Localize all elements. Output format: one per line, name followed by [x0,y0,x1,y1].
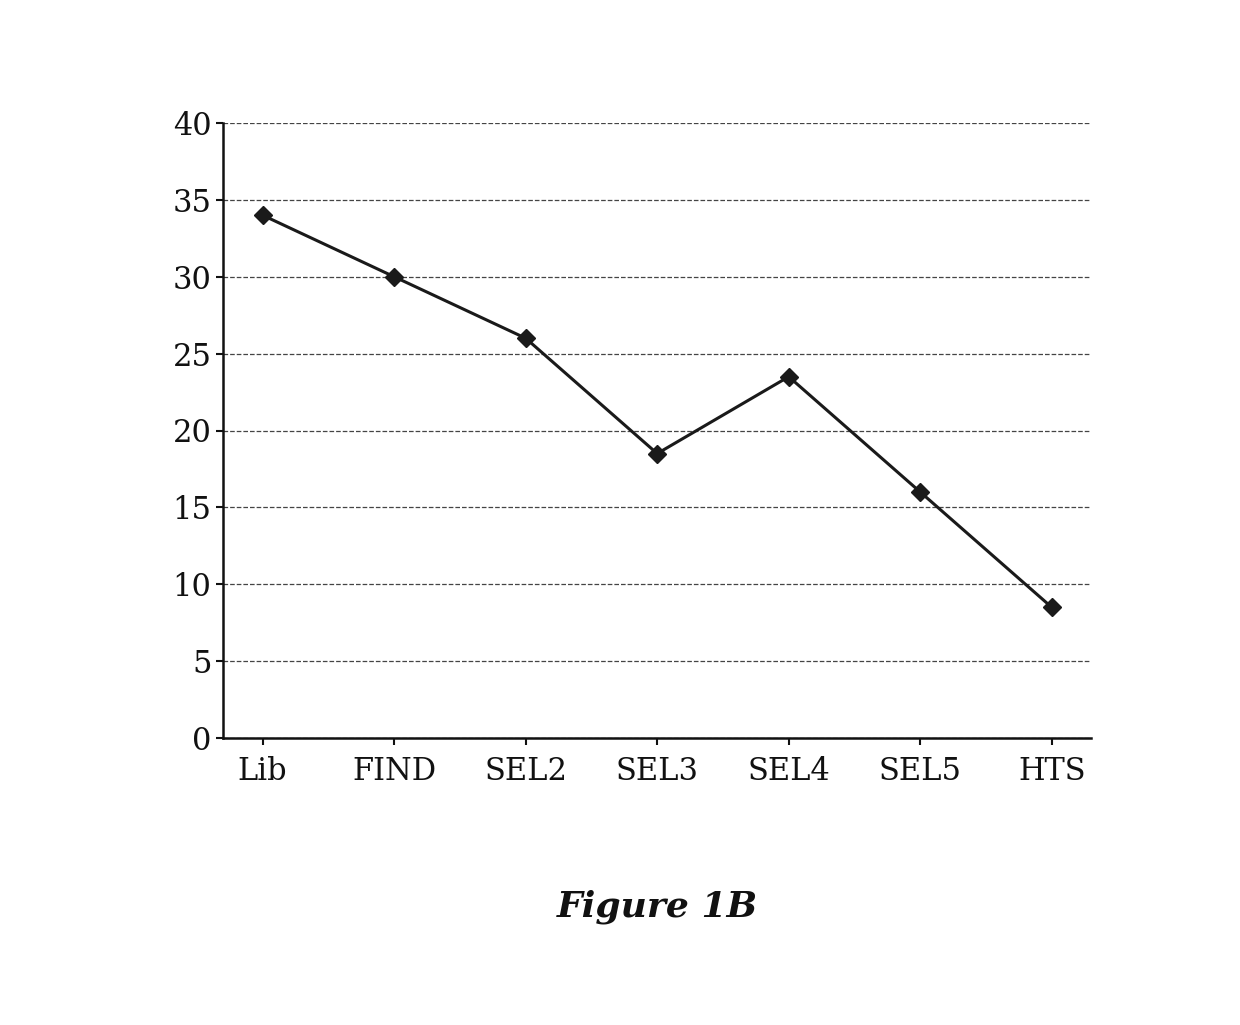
Text: Figure 1B: Figure 1B [557,890,758,925]
